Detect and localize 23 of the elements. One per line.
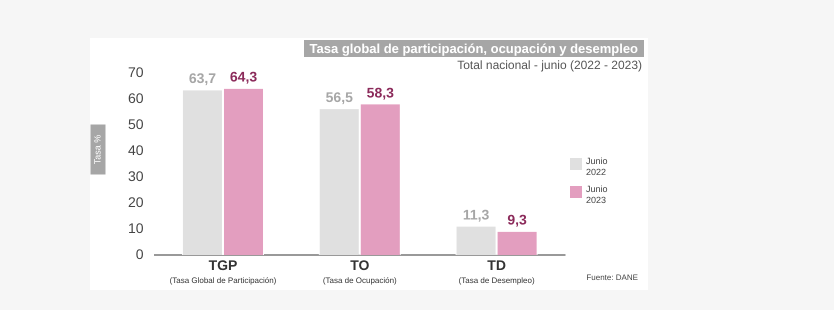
y-tick-label: 60 xyxy=(128,90,144,106)
y-tick-label: 30 xyxy=(128,168,144,184)
y-tick-label: 70 xyxy=(128,64,144,80)
legend-label: Junio 2022 xyxy=(586,156,609,178)
x-tick-label: TO (Tasa de Ocupación) xyxy=(322,256,398,286)
y-tick-label: 0 xyxy=(136,246,144,262)
data-label: 58,3 xyxy=(366,84,394,100)
source-note: Fuente: DANE xyxy=(586,273,638,282)
chart-title: Tasa global de participación, ocupación y desempleo xyxy=(304,40,644,57)
chart-subtitle: Total nacional - junio (2022 - 2023) xyxy=(457,58,642,72)
x-tick-label: TGP (Tasa Global de Participación) xyxy=(170,256,277,286)
data-label: 64,3 xyxy=(230,68,258,85)
data-label: 11,3 xyxy=(462,206,490,222)
y-axis-title: Tasa % xyxy=(90,124,106,174)
data-label: 9,3 xyxy=(507,212,528,228)
x-tick-label: TD (Tasa de Desempleo) xyxy=(458,256,535,286)
y-tick-label: 40 xyxy=(128,142,144,158)
data-label: 63,7 xyxy=(188,70,216,86)
y-tick-label: 50 xyxy=(128,116,144,132)
data-label: 56,5 xyxy=(326,88,354,105)
y-tick-label: 20 xyxy=(128,194,144,210)
legend-label: Junio 2023 xyxy=(586,184,609,206)
y-tick-label: 10 xyxy=(128,220,144,236)
